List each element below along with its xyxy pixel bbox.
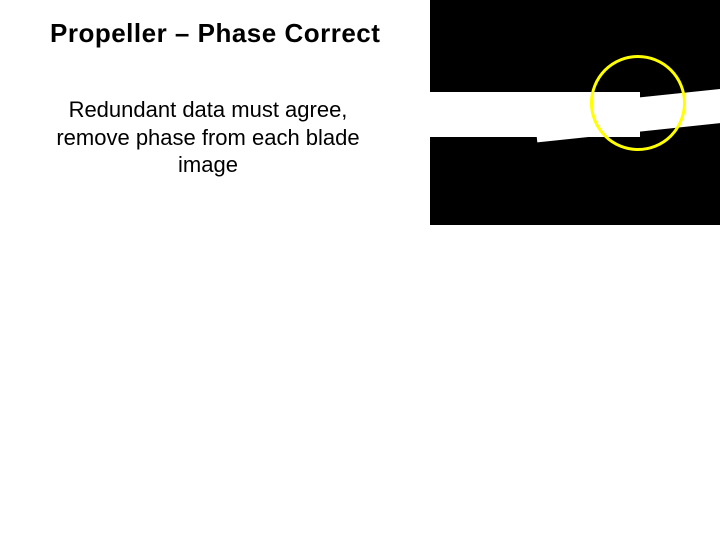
slide-body-text: Redundant data must agree, remove phase … bbox=[38, 96, 378, 179]
propeller-diagram bbox=[430, 0, 720, 225]
highlight-circle bbox=[590, 55, 686, 151]
slide-title: Propeller – Phase Correct bbox=[50, 18, 380, 49]
